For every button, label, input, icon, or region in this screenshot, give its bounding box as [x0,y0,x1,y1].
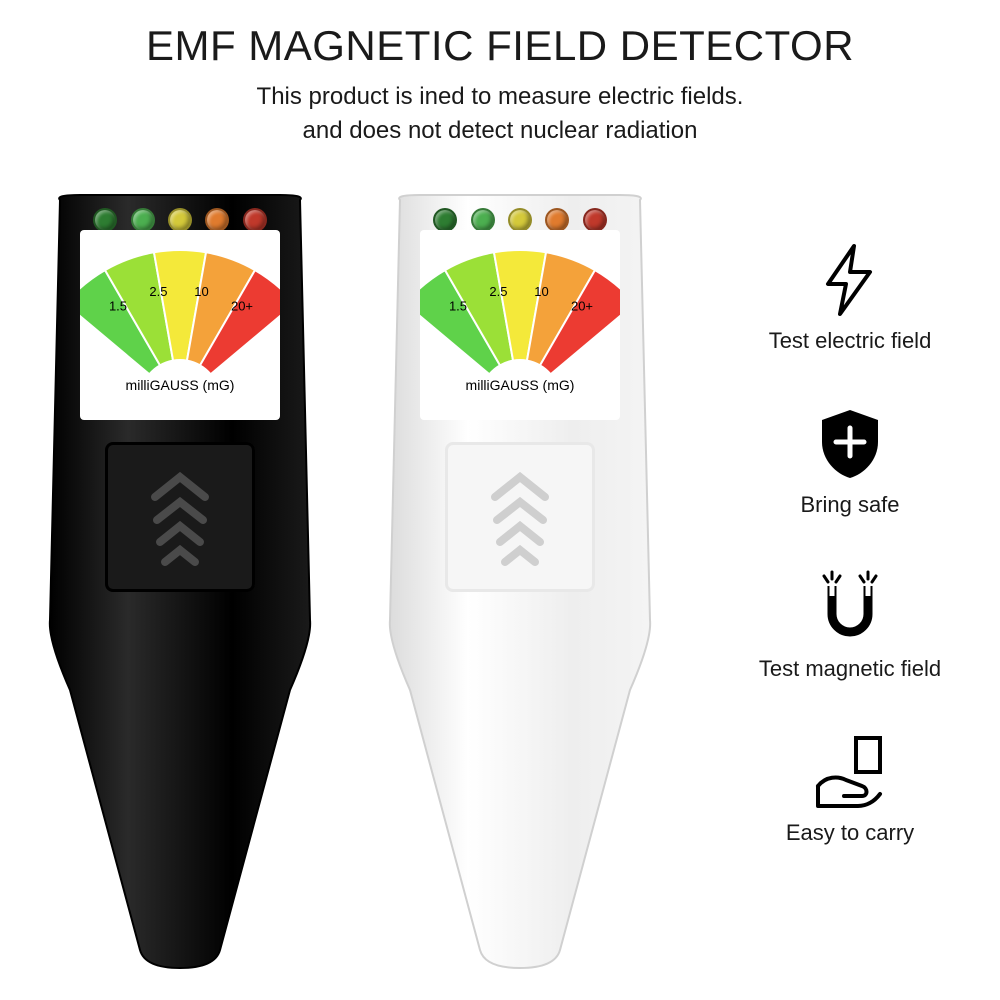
chevron-up-icon [105,442,255,592]
device-white-leds [420,208,620,232]
feature-label: Bring safe [800,492,899,518]
gauge-icon: 1.5 2.5 10 20+ milliGAUSS (mG) [420,230,620,420]
led-2-icon [131,208,155,232]
svg-text:10: 10 [194,284,208,299]
svg-text:1.5: 1.5 [109,299,127,314]
led-2-icon [471,208,495,232]
feature-electric: Test electric field [740,240,960,354]
feature-carry: Easy to carry [740,732,960,846]
magnet-icon [810,568,890,648]
device-white-gauge: 1.5 2.5 10 20+ milliGAUSS (mG) [420,230,620,420]
svg-text:milliGAUSS (mG): milliGAUSS (mG) [466,377,575,393]
led-3-icon [508,208,532,232]
subtitle-line-1: This product is ined to measure electric… [257,83,744,110]
svg-text:20+: 20+ [571,299,593,314]
led-5-icon [583,208,607,232]
device-black-thumb-button[interactable] [105,442,255,592]
led-4-icon [545,208,569,232]
subtitle-line-2: and does not detect nuclear radiation [303,117,698,144]
svg-text:2.5: 2.5 [489,284,507,299]
device-white: 1.5 2.5 10 20+ milliGAUSS (mG) [370,190,670,970]
device-black-gauge: 1.5 2.5 10 20+ milliGAUSS (mG) [80,230,280,420]
hand-icon [810,732,890,812]
page-title: EMF MAGNETIC FIELD DETECTOR [0,22,1000,70]
feature-magnetic: Test magnetic field [740,568,960,682]
page-subtitle: This product is ined to measure electric… [0,80,1000,147]
svg-text:milliGAUSS (mG): milliGAUSS (mG) [126,377,235,393]
feature-label: Test magnetic field [759,656,941,682]
feature-label: Easy to carry [786,820,914,846]
device-black: 1.5 2.5 10 20+ milliGAUSS (mG) [30,190,330,970]
led-4-icon [205,208,229,232]
svg-text:20+: 20+ [231,299,253,314]
device-white-thumb-button[interactable] [445,442,595,592]
svg-text:10: 10 [534,284,548,299]
bolt-icon [810,240,890,320]
led-5-icon [243,208,267,232]
feature-list: Test electric field Bring safe Test magn… [740,240,960,846]
svg-text:2.5: 2.5 [149,284,167,299]
device-black-leds [80,208,280,232]
feature-safe: Bring safe [740,404,960,518]
svg-text:1.5: 1.5 [449,299,467,314]
gauge-icon: 1.5 2.5 10 20+ milliGAUSS (mG) [80,230,280,420]
led-1-icon [433,208,457,232]
shield-icon [810,404,890,484]
led-3-icon [168,208,192,232]
led-1-icon [93,208,117,232]
product-row: 1.5 2.5 10 20+ milliGAUSS (mG) [30,190,730,970]
chevron-up-icon [445,442,595,592]
feature-label: Test electric field [769,328,932,354]
